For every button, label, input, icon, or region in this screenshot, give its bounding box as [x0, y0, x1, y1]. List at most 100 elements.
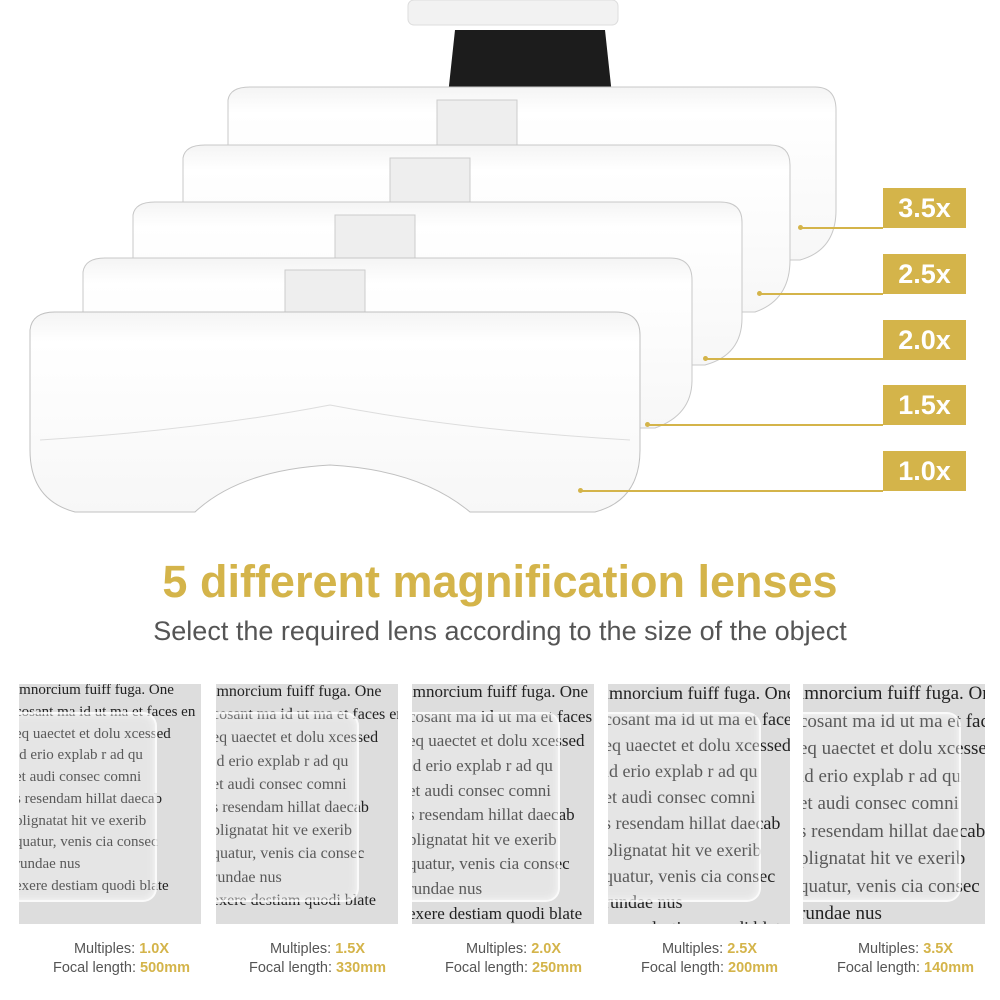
spec-caption: Multiples: 1.0X Focal length: 500mm: [24, 940, 219, 978]
focal-value: 330mm: [336, 960, 387, 976]
multiples-label: Multiples:: [73, 941, 136, 957]
pointer-dot: [703, 356, 708, 361]
tag-2.5x: 2.5x: [883, 254, 966, 294]
sample-text-line: rundae nus: [803, 903, 882, 924]
sample-text-line: id erio explab r ad qu: [803, 765, 961, 787]
sample-text: imnorcium fuiff fuga. One cosant ma id ut…: [412, 684, 594, 924]
focal-value: 140mm: [924, 960, 975, 976]
sample-text-line: et audi consec comni: [19, 769, 142, 785]
sample-text-line: s resendam hillat daecab: [803, 820, 985, 842]
focal-label: Focal length:: [52, 960, 136, 976]
tag-1.0x: 1.0x: [883, 451, 966, 491]
focal-label: Focal length:: [640, 960, 724, 976]
sample-text-line: eq uaectet et dolu xcessed: [19, 725, 171, 742]
sample-view-1.5X: imnorcium fuiff fuga. One cosant ma id ut…: [216, 684, 398, 924]
focal-value: 200mm: [728, 960, 779, 976]
sample-text-line: rundae nus: [19, 856, 81, 872]
sample-text-line: id erio explab r ad qu: [216, 752, 349, 770]
lens-set-illustration: [29, 0, 837, 513]
sample-text-line: quatur, venis cia consec: [412, 854, 570, 874]
leader-line: [800, 227, 883, 229]
multiples-label: Multiples:: [465, 941, 528, 957]
sample-text-line: id erio explab r ad qu: [412, 755, 553, 775]
sample-text-line: imnorcium fuiff fuga. One: [608, 684, 790, 703]
sample-text-line: id erio explab r ad qu: [19, 747, 143, 764]
sample-text-line: exere destiam quodi blate: [412, 903, 583, 923]
leader-line: [706, 358, 883, 360]
multiples-label: Multiples:: [269, 941, 332, 957]
sample-text-line: quatur, venis cia consec: [19, 834, 158, 851]
sample-text-line: id erio explab r ad qu: [608, 761, 758, 782]
sample-text-line: s resendam hillat daecab: [608, 813, 781, 834]
leader-line: [648, 424, 883, 426]
lens-clip: [448, 30, 612, 95]
sample-text-line: rundae nus: [216, 868, 282, 886]
sample-view-3.5X: imnorcium fuiff fuga. One cosant ma id ut…: [803, 684, 985, 924]
sample-text-line: eq uaectet et dolu xcessed: [412, 731, 585, 751]
sample-text-line: eq uaectet et dolu xcessed: [803, 738, 985, 760]
tag-1.5x: 1.5x: [883, 385, 966, 425]
lens-overlay: [803, 712, 961, 902]
focal-value: 500mm: [140, 960, 191, 976]
multiples-label: Multiples:: [661, 941, 724, 957]
sample-text-line: cosant ma id ut ma et faces en: [803, 710, 985, 732]
multiples-value: 2.0X: [531, 941, 562, 957]
sample-text: imnorcium fuiff fuga. One cosant ma id ut…: [608, 684, 790, 924]
leader-line: [581, 490, 883, 492]
focal-label: Focal length:: [836, 960, 920, 976]
lens-overlay: [19, 712, 157, 902]
sample-text-line: et audi consec comni: [608, 787, 756, 808]
sample-text-line: quatur, venis cia consec: [803, 875, 980, 897]
headline: 5 different magnification lenses: [162, 556, 838, 607]
subtitle: Select the required lens according to th…: [153, 616, 847, 646]
sample-text-line: plignatat hit ve exerib: [412, 829, 557, 849]
sample-text-line: et audi consec comni: [412, 780, 552, 800]
pointer-dot: [645, 422, 650, 427]
sample-text: imnorcium fuiff fuga. One cosant ma id ut…: [19, 684, 195, 898]
sample-text-line: plignatat hit ve exerib: [19, 812, 147, 829]
sample-view-1.0X: imnorcium fuiff fuga. One cosant ma id ut…: [19, 684, 201, 924]
sample-text-line: imnorcium fuiff fuga. One: [803, 684, 985, 704]
headband-light: [407, 0, 619, 26]
spec-caption: Multiples: 1.5X Focal length: 330mm: [220, 940, 415, 978]
multiples-value: 1.0X: [139, 941, 170, 957]
sample-text-line: cosant ma id ut ma et faces en: [608, 709, 790, 730]
lens-overlay: [608, 712, 761, 902]
multiples-label: Multiples:: [857, 941, 920, 957]
focal-label: Focal length:: [248, 960, 332, 976]
sample-text-line: et audi consec comni: [216, 775, 347, 793]
sample-text-line: et audi consec comni: [803, 793, 959, 815]
sample-view-2.5X: imnorcium fuiff fuga. One cosant ma id ut…: [608, 684, 790, 924]
pointer-dot: [757, 291, 762, 296]
leader-line: [760, 293, 883, 295]
sample-text-line: plignatat hit ve exerib: [608, 839, 762, 860]
sample-text-line: rundae nus: [412, 879, 483, 899]
focal-label: Focal length:: [444, 960, 528, 976]
focal-value: 250mm: [532, 960, 583, 976]
sample-text-line: exere destiam quodi blate: [19, 877, 169, 894]
multiples-value: 1.5X: [335, 941, 366, 957]
spec-caption: Multiples: 2.5X Focal length: 200mm: [612, 940, 807, 978]
sample-text-line: eq uaectet et dolu xcessed: [216, 729, 379, 747]
lens-1.0x: [29, 311, 641, 513]
sample-text-line: s resendam hillat daecab: [216, 798, 369, 816]
sample-text-line: s resendam hillat daecab: [412, 805, 575, 825]
pointer-dot: [578, 488, 583, 493]
lens-overlay: [412, 712, 560, 902]
lens-overlay: [216, 712, 359, 902]
multiples-value: 2.5X: [727, 941, 758, 957]
spec-caption: Multiples: 3.5X Focal length: 140mm: [808, 940, 1000, 978]
sample-text-line: exere destiam quodi blate: [608, 915, 790, 924]
sample-text-line: quatur, venis cia consec: [216, 845, 365, 863]
tag-3.5x: 3.5x: [883, 188, 966, 228]
sample-text-line: imnorcium fuiff fuga. One: [216, 684, 382, 700]
sample-text-line: eq uaectet et dolu xcessed: [608, 735, 790, 756]
sample-text-line: plignatat hit ve exerib: [216, 822, 352, 840]
sample-text-line: plignatat hit ve exerib: [803, 848, 966, 870]
sample-text-line: imnorcium fuiff fuga. One: [19, 684, 174, 698]
sample-text-line: imnorcium fuiff fuga. One: [412, 684, 589, 701]
tag-2.0x: 2.0x: [883, 320, 966, 360]
multiples-value: 3.5X: [923, 941, 954, 957]
sample-text-line: quatur, venis cia consec: [608, 865, 776, 886]
sample-text-line: s resendam hillat daecab: [19, 790, 163, 807]
